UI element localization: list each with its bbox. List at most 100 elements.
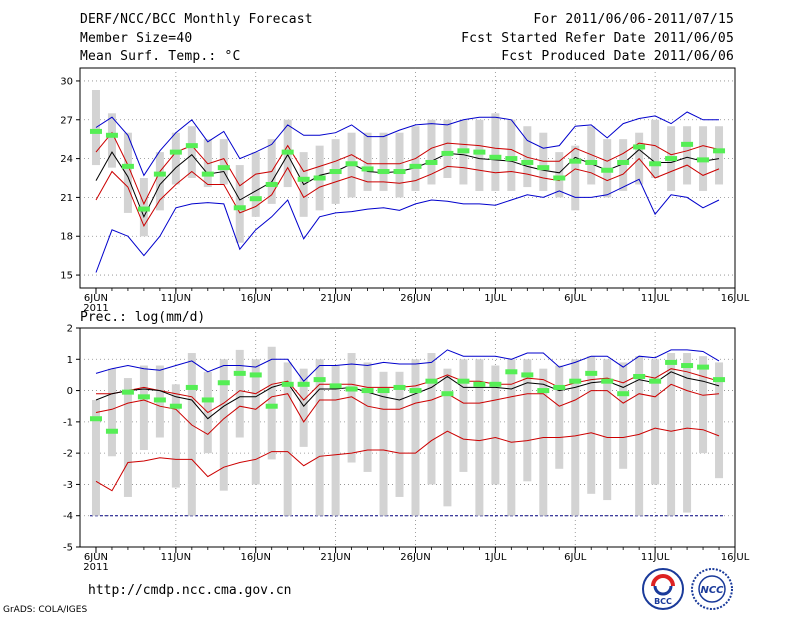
precip-label: Prec.: log(mm/d) [80,310,206,325]
ensemble-bar [699,356,708,454]
observed-marker [537,165,550,171]
ensemble-bar [171,384,180,488]
y-tick-label: -1 [63,417,73,428]
y-tick-label: -4 [63,511,73,522]
x-tick-label: 1JUL [484,293,507,304]
observed-marker [249,372,262,378]
ensemble-bar [683,353,692,513]
ensemble-bar [379,132,388,191]
x-tick-label: 6JUL [564,552,587,563]
y-tick-label: -5 [63,543,73,554]
ensemble-bar [331,365,340,516]
observed-marker [617,159,630,165]
ensemble-bar [539,368,548,516]
ensemble-bar [91,90,100,166]
y-tick-label: -2 [63,449,73,460]
spread-upper-line [96,368,720,414]
variable-label: Mean Surf. Temp.: °C [80,49,241,64]
x-tick-year: 2011 [83,303,108,314]
spread-upper-line [95,131,720,206]
y-tick-label: 15 [60,271,73,282]
bcc-logo-text: BCC [654,597,672,606]
observed-marker [361,166,374,172]
ensemble-bar [571,359,580,516]
ensemble-bar [507,359,516,516]
observed-marker [89,128,102,134]
observed-marker [633,373,646,379]
observed-marker [489,154,502,160]
ensemble-bar [651,359,660,485]
ensemble-bar [523,126,532,188]
y-tick-label: 24 [60,154,73,165]
ensemble-bar [139,365,148,451]
observed-marker [601,167,614,173]
observed-marker [137,206,150,212]
ensemble-bar [107,113,116,168]
x-tick-label: 26JUN [400,552,430,563]
observed-marker [185,384,198,390]
x-tick-label: 16JUL [721,552,750,563]
observed-marker [89,416,102,422]
ensemble-bar [395,132,404,198]
ensemble-bar [459,359,468,472]
ensemble-bar [411,359,420,516]
ensemble-bar [235,349,244,438]
observed-marker [297,176,310,182]
observed-marker [681,141,694,147]
observed-marker [489,381,502,387]
member-size-label: Member Size=40 [80,31,193,46]
observed-marker [297,381,310,387]
observed-marker [265,403,278,409]
spread-lower-line [95,157,720,227]
observed-marker [393,384,406,390]
grads-credit: GrADS: COLA/IGES [3,605,88,615]
x-tick-year: 2011 [83,562,108,573]
x-tick-label: 16JUN [240,552,270,563]
ensemble-bar [155,152,164,211]
x-tick-label: 16JUN [240,293,270,304]
ensemble-bar [603,359,612,501]
observed-marker [697,157,710,163]
observed-marker [425,159,438,165]
ensemble-bar [475,119,484,191]
ensemble-bar [619,362,628,469]
x-tick-label: 1JUL [484,552,507,563]
observed-marker [569,158,582,164]
source-url[interactable]: http://cmdp.ncc.cma.gov.cn [88,583,292,598]
bcc-logo: BCC [642,568,684,610]
ensemble-bar [539,132,548,191]
observed-marker [425,378,438,384]
observed-marker [217,380,230,386]
observed-marker [649,161,662,167]
observed-marker [281,149,294,155]
ensemble-bar [171,132,180,185]
observed-marker [585,370,598,376]
forecast-period-label: For 2011/06/06-2011/07/15 [533,12,734,27]
ncc-logo: NCC [691,568,733,610]
ensemble-bar [283,362,292,516]
ensemble-bar [507,119,516,191]
observed-marker [601,378,614,384]
observed-marker [505,369,518,375]
ensemble-bar [523,359,532,482]
ensemble-bar [187,126,196,178]
ensemble-bar [715,362,724,479]
observed-marker [233,370,246,376]
ensemble-bar [715,126,724,185]
observed-marker [121,389,134,395]
ensemble-bar [619,139,628,191]
y-tick-label: 2 [67,324,73,335]
observed-marker [153,397,166,403]
observed-marker [393,169,406,175]
observed-marker [649,378,662,384]
ensemble-bar [587,126,596,185]
ensemble-bar [427,353,436,485]
chart-title: DERF/NCC/BCC Monthly Forecast [80,12,313,27]
observed-marker [377,169,390,175]
observed-marker [553,384,566,390]
ensemble-bar [555,365,564,469]
observed-marker [105,428,118,434]
observed-marker [569,378,582,384]
y-tick-label: 18 [60,232,73,243]
